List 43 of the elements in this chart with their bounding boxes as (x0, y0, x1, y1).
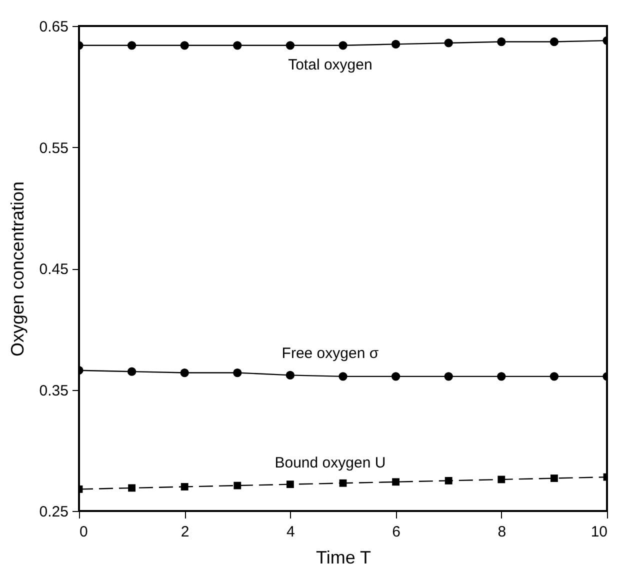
series-label: Free oxygen σ (282, 345, 380, 362)
x-tick-label: 4 (286, 524, 295, 540)
point (286, 41, 295, 50)
point (550, 474, 558, 482)
y-tick-label: 0.55 (39, 140, 68, 157)
point (286, 370, 295, 380)
point (180, 41, 189, 50)
x-tick-label: 6 (392, 524, 400, 540)
y-tick-label: 0.65 (39, 18, 68, 36)
y-axis-title: Oxygen concentration (7, 181, 28, 357)
point (498, 476, 506, 484)
point (234, 482, 242, 490)
point (497, 372, 506, 381)
point (392, 478, 400, 486)
y-tick-label: 0.25 (39, 504, 68, 520)
point (233, 368, 242, 378)
point (444, 38, 453, 48)
point (127, 367, 136, 376)
point (180, 483, 188, 490)
x-tick-label: 10 (590, 524, 608, 540)
point (128, 484, 136, 492)
point (550, 37, 559, 46)
point (444, 476, 452, 484)
point (180, 368, 189, 378)
series-label: Bound oxygen U (274, 454, 386, 472)
point (391, 40, 400, 49)
x-tick-label: 8 (498, 524, 506, 540)
x-tick-label: 0 (80, 524, 88, 540)
point (550, 372, 559, 381)
point (391, 372, 400, 381)
y-tick-label: 0.45 (39, 261, 68, 278)
x-axis-title: Time T (316, 548, 372, 568)
point (497, 37, 506, 46)
point (233, 41, 242, 50)
y-tick-label: 0.35 (39, 382, 68, 400)
point (339, 479, 347, 487)
point (338, 372, 348, 381)
point (338, 41, 348, 50)
series-label: Total oxygen (288, 56, 372, 74)
x-tick-label: 2 (180, 524, 190, 540)
point (127, 41, 136, 50)
point (286, 480, 294, 488)
point (444, 372, 453, 381)
